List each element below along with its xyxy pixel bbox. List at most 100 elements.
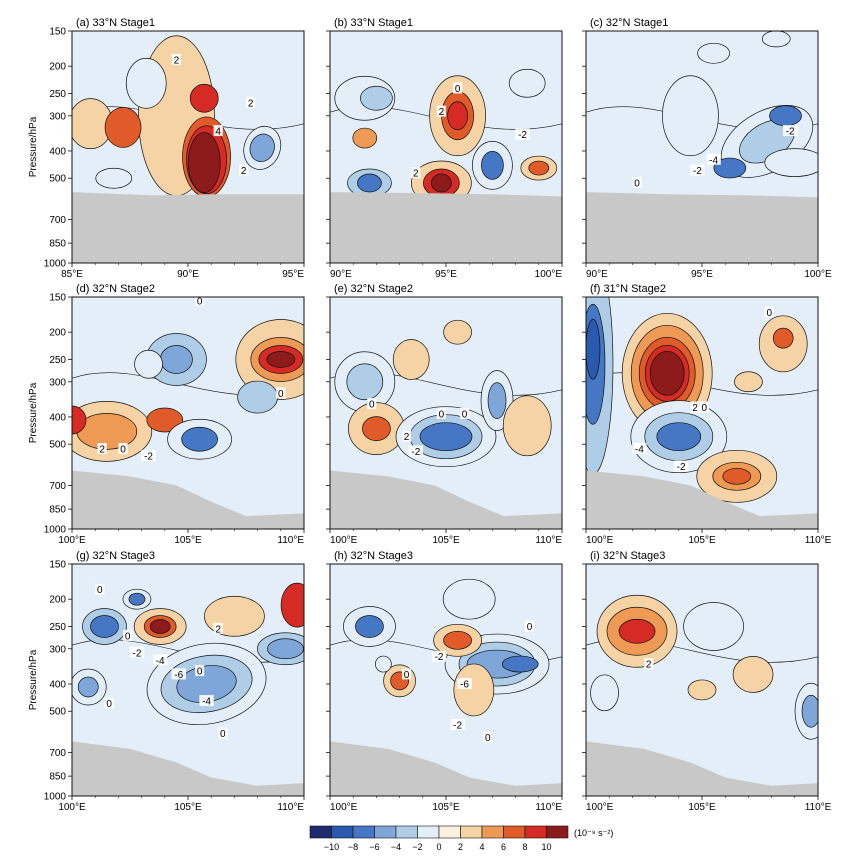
contour-label: -4	[709, 155, 718, 166]
contour-label-bg	[690, 401, 700, 413]
x-tick-label: 105°E	[432, 535, 460, 546]
contour-label-bg	[367, 398, 377, 410]
contour-region	[352, 127, 378, 149]
terrain-mask	[330, 741, 562, 796]
contour-region	[443, 319, 472, 345]
contour-label: 2	[439, 107, 445, 118]
contour-label-bg	[690, 164, 705, 176]
y-tick-label: 850	[49, 772, 66, 783]
terrain-mask	[72, 470, 304, 529]
contour-label-bg	[483, 731, 493, 743]
contour-region	[128, 592, 146, 606]
x-tick-label: 95°E	[435, 269, 457, 280]
contour-label-bg	[524, 620, 535, 632]
contour-label-bg	[436, 407, 446, 419]
y-axis-label: Pressure/hPa	[28, 116, 39, 177]
contour-label-bg	[782, 125, 798, 137]
contour-region	[357, 173, 382, 193]
panel-title: (b) 33°N Stage1	[334, 17, 413, 29]
contour-label: 0	[455, 84, 461, 95]
contour-label: 0	[369, 400, 375, 411]
contour-region	[181, 426, 218, 452]
contour-label: -2	[786, 127, 795, 138]
contour-region	[649, 350, 685, 396]
contour-label: 2	[404, 432, 410, 443]
contour-label: -4	[202, 697, 211, 708]
colorbar-bin	[481, 825, 504, 839]
x-tick-label: 110°E	[805, 802, 832, 813]
contour-label-bg	[152, 654, 168, 666]
panel-title: (h) 32°N Stage3	[334, 550, 413, 562]
contour-label: 0	[485, 733, 491, 744]
terrain-mask	[586, 192, 818, 263]
contour-label-bg	[171, 668, 186, 680]
contour-label: 0	[278, 389, 284, 400]
y-tick-label: 400	[49, 146, 66, 157]
contour-label: 0	[125, 631, 131, 642]
contour-label: 0	[404, 670, 410, 681]
panel-title: (g) 32°N Stage3	[76, 550, 155, 562]
contour-label-bg	[213, 125, 223, 137]
contour-label: 2	[692, 403, 698, 414]
contour-region	[125, 57, 167, 109]
contour-region	[662, 75, 719, 157]
contour-label-bg	[457, 677, 472, 689]
x-tick-label: 95°E	[691, 269, 713, 280]
contour-region	[160, 345, 193, 374]
contour-label-bg	[515, 128, 530, 140]
contour-label-bg	[123, 629, 133, 641]
contour-region	[237, 380, 278, 414]
contour-label-bg	[195, 295, 205, 307]
contour-label: -2	[144, 451, 153, 462]
contour-label: -6	[174, 670, 183, 681]
colorbar-tick-label: −8	[348, 842, 358, 852]
x-tick-label: 100°E	[58, 535, 86, 546]
contour-region	[502, 395, 552, 457]
y-tick-label: 500	[49, 440, 66, 451]
contour-region	[77, 676, 99, 698]
contour-label-bg	[411, 167, 421, 179]
contour-label: 0	[439, 409, 445, 420]
contour-region	[72, 405, 87, 435]
colorbar-tick-label: 2	[458, 842, 463, 852]
y-tick-label: 400	[49, 679, 66, 690]
x-tick-label: 90°E	[586, 269, 608, 280]
contour-label-bg	[706, 153, 721, 165]
y-tick-label: 700	[49, 748, 66, 759]
y-tick-label: 500	[49, 707, 66, 718]
contour-region	[134, 349, 163, 379]
contour-label: -2	[453, 721, 462, 732]
contour-region	[656, 422, 702, 452]
panel-d: 0 0 2 0 -2 (d) 32°N Stage2 150 200 250 300 400 500 7…	[28, 283, 305, 546]
contour-label-bg	[699, 401, 709, 413]
y-tick-label: 1000	[44, 525, 67, 536]
contour-label: 2	[413, 169, 419, 180]
panel-title: (c) 32°N Stage1	[590, 17, 668, 29]
y-tick-label: 1000	[44, 259, 67, 270]
contour-label-bg	[450, 719, 465, 731]
contour-region	[508, 68, 546, 98]
contour-label-bg	[246, 96, 256, 108]
contour-region	[683, 602, 744, 651]
contour-label-bg	[129, 646, 145, 658]
colorbar: −10 −8 −6 −4 −2 0 2 4 6 8 10 (10⁻⁹ s⁻²)	[309, 825, 613, 852]
colorbar-tick-label: 4	[479, 842, 484, 852]
contour-label-bg	[95, 583, 105, 595]
contour-region	[772, 327, 794, 349]
contour-region	[146, 407, 184, 433]
x-tick-label: 110°E	[535, 802, 562, 813]
x-tick-label: 95°E	[282, 269, 304, 280]
colorbar-bin	[503, 825, 526, 839]
panel-b: 0 2 -2 2 (b) 33°N Stage1 90°E 95°E 100°E	[326, 17, 563, 280]
contour-label: 0	[220, 729, 226, 740]
contour-label-bg	[118, 443, 128, 455]
contour-label: 2	[241, 166, 247, 177]
y-axis-label: Pressure/hPa	[28, 649, 39, 710]
x-tick-label: 110°E	[805, 535, 832, 546]
colorbar-tick-label: 6	[501, 842, 506, 852]
panel-e: 0 0 2 0 -2 (e) 32°N Stage2 100°E 105°E 110°E	[326, 283, 563, 546]
contour-region	[447, 101, 468, 131]
contour-label-bg	[632, 443, 647, 455]
contour-label: 0	[527, 622, 533, 633]
panel-a: 2 4 2 2 (a) 33°N Stage1 150 200 250 300 400 500 700…	[28, 17, 305, 280]
